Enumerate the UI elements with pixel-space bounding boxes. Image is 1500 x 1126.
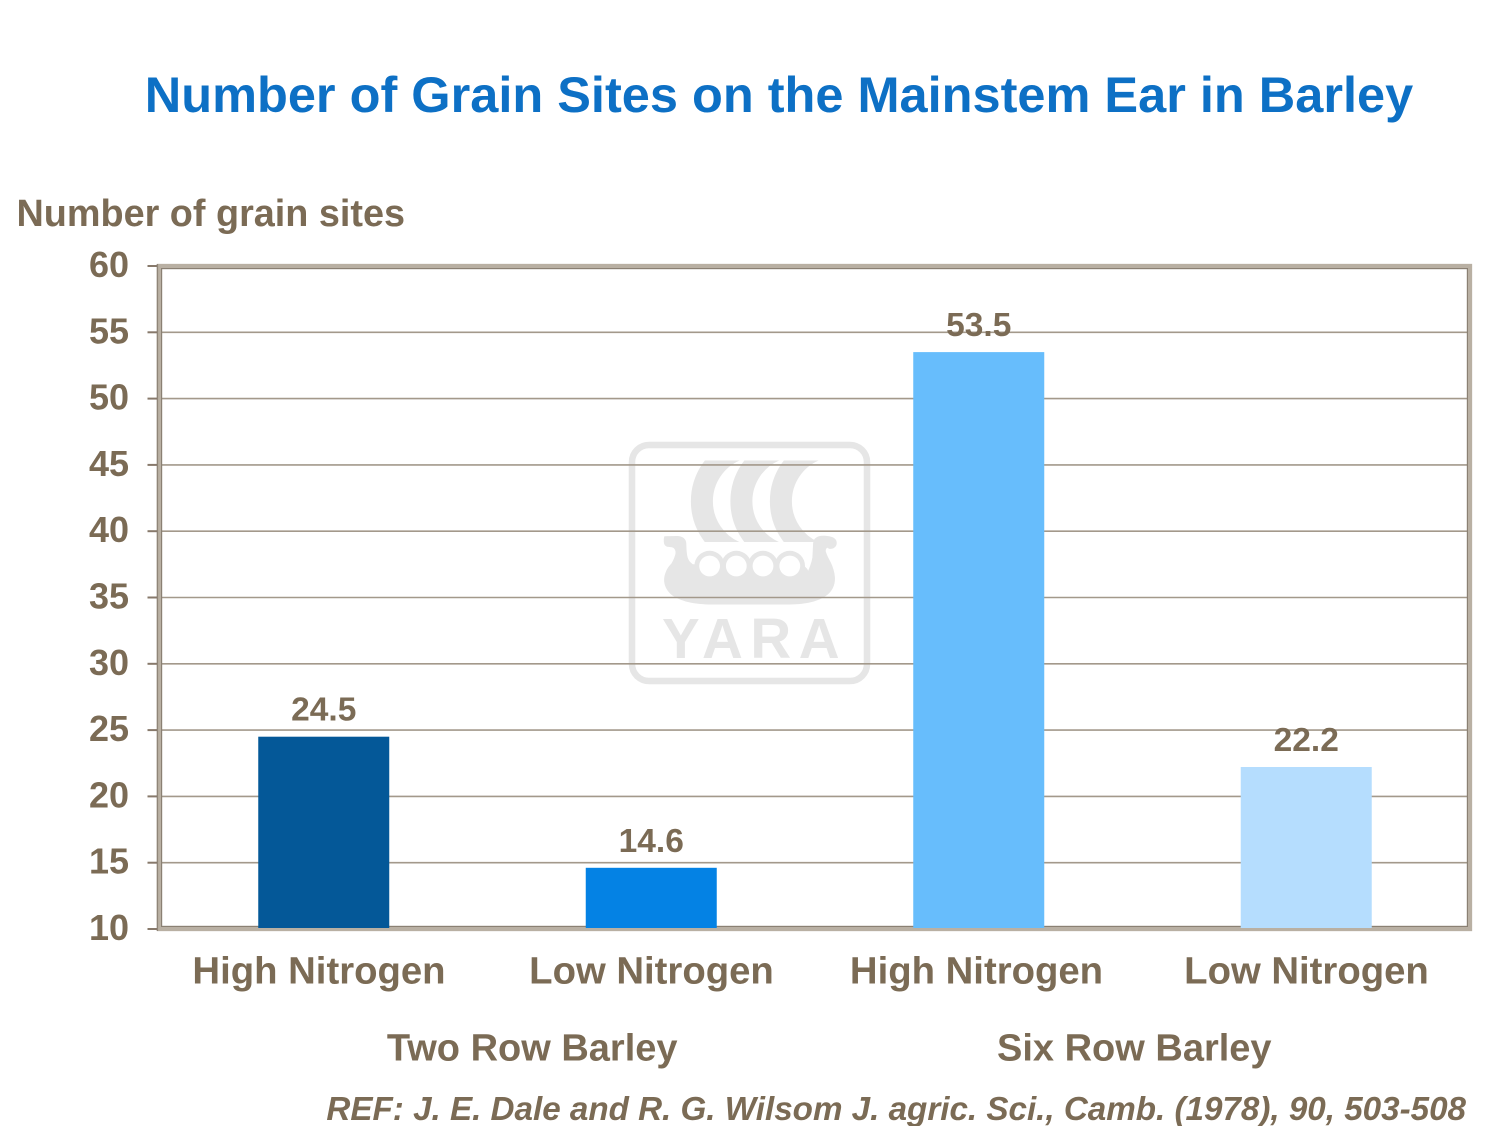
svg-text:14.6: 14.6	[619, 823, 684, 860]
svg-text:High Nitrogen: High Nitrogen	[850, 950, 1103, 993]
svg-text:Six Row Barley: Six Row Barley	[997, 1028, 1272, 1070]
svg-text:40: 40	[89, 509, 129, 550]
svg-text:30: 30	[89, 642, 129, 683]
svg-text:Number of grain sites: Number of grain sites	[17, 193, 406, 235]
svg-text:20: 20	[89, 774, 129, 815]
svg-text:60: 60	[89, 244, 129, 285]
svg-text:REF: J. E. Dale and R. G. Wils: REF: J. E. Dale and R. G. Wilsom J. agri…	[326, 1091, 1466, 1126]
svg-text:10: 10	[89, 907, 129, 948]
svg-text:25: 25	[89, 708, 129, 749]
svg-text:Number of Grain Sites on the M: Number of Grain Sites on the Mainstem Ea…	[145, 66, 1413, 123]
svg-text:Low Nitrogen: Low Nitrogen	[529, 950, 774, 993]
svg-text:22.2: 22.2	[1274, 722, 1339, 759]
svg-text:Two Row Barley: Two Row Barley	[387, 1028, 678, 1070]
svg-text:35: 35	[89, 576, 129, 617]
svg-text:24.5: 24.5	[291, 692, 356, 729]
svg-text:Low Nitrogen: Low Nitrogen	[1184, 950, 1429, 993]
svg-text:53.5: 53.5	[946, 307, 1011, 344]
svg-text:YARA: YARA	[662, 607, 840, 670]
svg-text:15: 15	[89, 841, 129, 882]
svg-text:55: 55	[89, 310, 129, 351]
svg-text:High Nitrogen: High Nitrogen	[192, 950, 445, 993]
svg-text:50: 50	[89, 377, 129, 418]
svg-text:45: 45	[89, 443, 129, 484]
